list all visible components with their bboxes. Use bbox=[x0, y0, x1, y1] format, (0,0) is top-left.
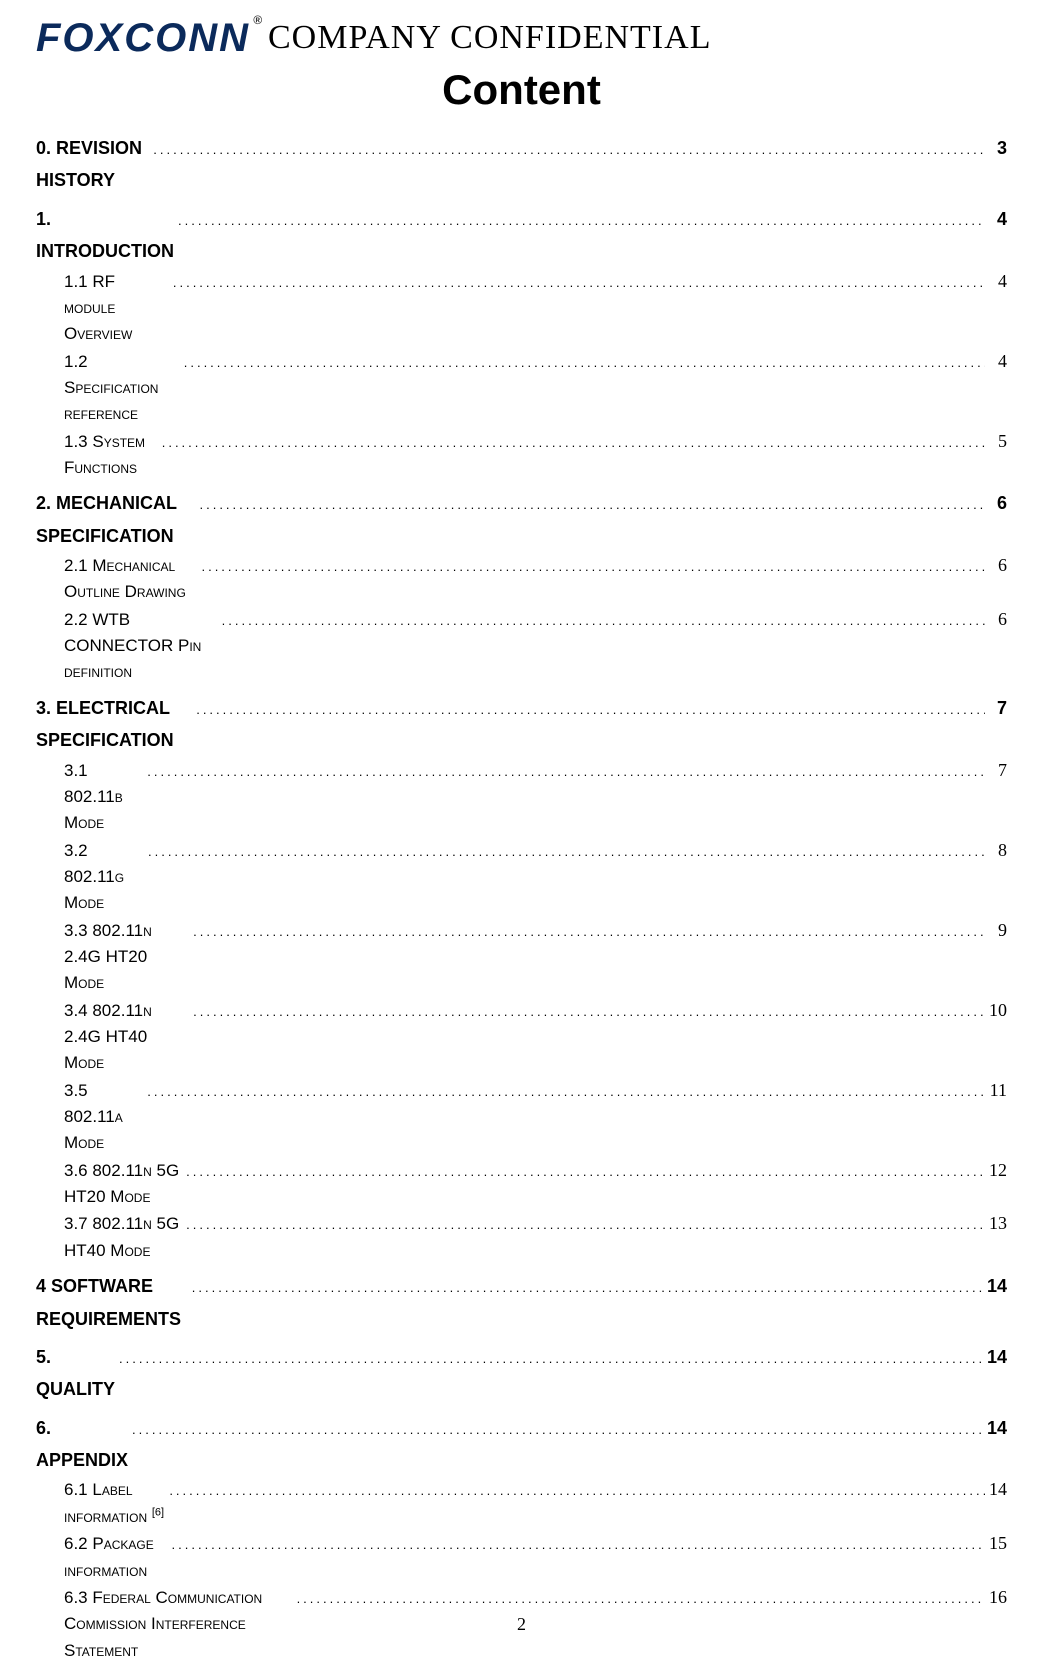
toc-label: 3.2 802.11g Mode bbox=[64, 838, 144, 917]
toc-page-number: 14 bbox=[985, 1270, 1007, 1302]
toc-page-number: 13 bbox=[985, 1210, 1007, 1238]
content-heading: Content bbox=[36, 66, 1007, 114]
toc-label: 3.3 802.11n 2.4G HT20 Mode bbox=[64, 918, 189, 997]
toc-leader-dots bbox=[195, 493, 985, 516]
toc-leader-dots bbox=[143, 1082, 985, 1102]
toc-leader-dots bbox=[158, 433, 985, 453]
company-logo: FOXCONN ® bbox=[36, 18, 250, 58]
toc-page-number: 10 bbox=[985, 997, 1007, 1025]
toc-leader-dots bbox=[189, 1002, 985, 1022]
page-header: FOXCONN ® COMPANY CONFIDENTIAL bbox=[36, 18, 1007, 58]
toc-page-number: 3 bbox=[985, 132, 1007, 164]
toc-row: 1. INTRODUCTION 4 bbox=[36, 203, 1007, 268]
toc-row: 2.2 WTB CONNECTOR Pin definition 6 bbox=[36, 606, 1007, 686]
toc-leader-dots bbox=[192, 698, 985, 721]
toc-leader-dots bbox=[168, 1535, 985, 1555]
toc-row: 1.3 System Functions 5 bbox=[36, 428, 1007, 482]
toc-leader-dots bbox=[197, 557, 985, 577]
toc-row: 3.5 802.11a Mode 11 bbox=[36, 1077, 1007, 1157]
toc-leader-dots bbox=[169, 273, 985, 293]
toc-page-number: 11 bbox=[985, 1077, 1007, 1105]
toc-label: 1.2 Specification reference bbox=[64, 349, 180, 428]
toc-page-number: 4 bbox=[985, 348, 1007, 376]
toc-leader-dots bbox=[128, 1418, 985, 1441]
table-of-contents: 0. REVISION HISTORY31. INTRODUCTION41.1 … bbox=[36, 132, 1007, 1664]
toc-leader-dots bbox=[293, 1589, 985, 1609]
toc-page-number: 7 bbox=[985, 692, 1007, 724]
toc-row: 6. APPENDIX 14 bbox=[36, 1412, 1007, 1477]
toc-row: 2.1 Mechanical Outline Drawing 6 bbox=[36, 552, 1007, 606]
toc-leader-dots bbox=[165, 1481, 985, 1501]
toc-page-number: 6 bbox=[985, 552, 1007, 580]
toc-leader-dots bbox=[115, 1347, 985, 1370]
toc-row: 3.7 802.11n 5G HT40 Mode 13 bbox=[36, 1210, 1007, 1264]
toc-page-number: 15 bbox=[985, 1530, 1007, 1558]
toc-leader-dots bbox=[188, 1276, 985, 1299]
toc-row: 1.2 Specification reference 4 bbox=[36, 348, 1007, 428]
toc-label: 3.4 802.11n 2.4G HT40 Mode bbox=[64, 998, 189, 1077]
toc-row: 3.2 802.11g Mode 8 bbox=[36, 837, 1007, 917]
toc-page-number: 14 bbox=[985, 1412, 1007, 1444]
logo-text-value: FOXCONN bbox=[36, 16, 250, 60]
toc-leader-dots bbox=[149, 138, 985, 161]
document-page: FOXCONN ® COMPANY CONFIDENTIAL Content 0… bbox=[0, 0, 1043, 1665]
toc-label: 2.2 WTB CONNECTOR Pin definition bbox=[64, 607, 218, 686]
toc-row: 3. ELECTRICAL SPECIFICATION 7 bbox=[36, 692, 1007, 757]
toc-page-number: 12 bbox=[985, 1157, 1007, 1185]
toc-row: 6.2 Package information 15 bbox=[36, 1530, 1007, 1584]
toc-page-number: 16 bbox=[985, 1584, 1007, 1612]
toc-page-number: 4 bbox=[985, 203, 1007, 235]
toc-page-number: 14 bbox=[985, 1341, 1007, 1373]
toc-leader-dots bbox=[189, 922, 985, 942]
confidential-title: COMPANY CONFIDENTIAL bbox=[268, 19, 711, 57]
toc-leader-dots bbox=[143, 762, 985, 782]
toc-label: 4 SOFTWARE REQUIREMENTS bbox=[36, 1270, 188, 1335]
toc-page-number: 4 bbox=[985, 268, 1007, 296]
toc-page-number: 5 bbox=[985, 428, 1007, 456]
toc-row: 3.6 802.11n 5G HT20 Mode 12 bbox=[36, 1157, 1007, 1211]
toc-label: 6.2 Package information bbox=[64, 1531, 168, 1584]
toc-label: 1.1 RF module Overview bbox=[64, 269, 169, 348]
page-number: 2 bbox=[0, 1614, 1043, 1635]
toc-label: 5. QUALITY bbox=[36, 1341, 115, 1406]
toc-row: 0. REVISION HISTORY 3 bbox=[36, 132, 1007, 197]
toc-row: 2. MECHANICAL SPECIFICATION 6 bbox=[36, 487, 1007, 552]
toc-label: 2. MECHANICAL SPECIFICATION bbox=[36, 487, 195, 552]
toc-leader-dots bbox=[144, 842, 985, 862]
toc-row: 6.1 Label information [6] 14 bbox=[36, 1476, 1007, 1530]
toc-row: 3.4 802.11n 2.4G HT40 Mode 10 bbox=[36, 997, 1007, 1077]
toc-row: 3.1 802.11b Mode 7 bbox=[36, 757, 1007, 837]
toc-page-number: 8 bbox=[985, 837, 1007, 865]
toc-leader-dots bbox=[174, 209, 985, 232]
toc-label: 2.1 Mechanical Outline Drawing bbox=[64, 553, 197, 606]
toc-label: 6. APPENDIX bbox=[36, 1412, 128, 1477]
toc-row: 4 SOFTWARE REQUIREMENTS 14 bbox=[36, 1270, 1007, 1335]
toc-page-number: 9 bbox=[985, 917, 1007, 945]
toc-page-number: 14 bbox=[985, 1476, 1007, 1504]
toc-label: 3.7 802.11n 5G HT40 Mode bbox=[64, 1211, 182, 1264]
toc-leader-dots bbox=[182, 1215, 985, 1235]
toc-label: 3.6 802.11n 5G HT20 Mode bbox=[64, 1158, 182, 1211]
toc-row: 5. QUALITY 14 bbox=[36, 1341, 1007, 1406]
registered-mark-icon: ® bbox=[253, 14, 264, 26]
toc-label: 6.1 Label information [6] bbox=[64, 1477, 165, 1530]
toc-label: 1.3 System Functions bbox=[64, 429, 158, 482]
toc-leader-dots bbox=[182, 1162, 985, 1182]
toc-leader-dots bbox=[180, 353, 985, 373]
toc-label: 3. ELECTRICAL SPECIFICATION bbox=[36, 692, 192, 757]
toc-page-number: 6 bbox=[985, 606, 1007, 634]
toc-page-number: 7 bbox=[985, 757, 1007, 785]
toc-label: 1. INTRODUCTION bbox=[36, 203, 174, 268]
toc-row: 1.1 RF module Overview 4 bbox=[36, 268, 1007, 348]
logo-text: FOXCONN ® bbox=[36, 18, 250, 58]
toc-leader-dots bbox=[218, 611, 985, 631]
toc-row: 3.3 802.11n 2.4G HT20 Mode 9 bbox=[36, 917, 1007, 997]
toc-label: 3.1 802.11b Mode bbox=[64, 758, 143, 837]
toc-label: 3.5 802.11a Mode bbox=[64, 1078, 143, 1157]
toc-label: 0. REVISION HISTORY bbox=[36, 132, 149, 197]
toc-page-number: 6 bbox=[985, 487, 1007, 519]
